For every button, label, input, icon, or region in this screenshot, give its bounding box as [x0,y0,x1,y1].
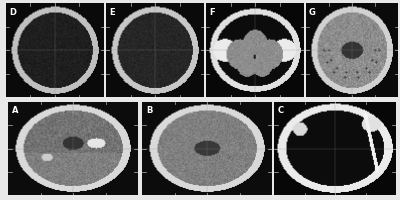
Text: A: A [12,106,18,115]
Text: D: D [9,8,16,17]
Text: F: F [209,8,214,17]
Text: C: C [278,106,284,115]
Text: B: B [146,106,152,115]
Text: G: G [309,8,316,17]
Text: E: E [109,8,114,17]
